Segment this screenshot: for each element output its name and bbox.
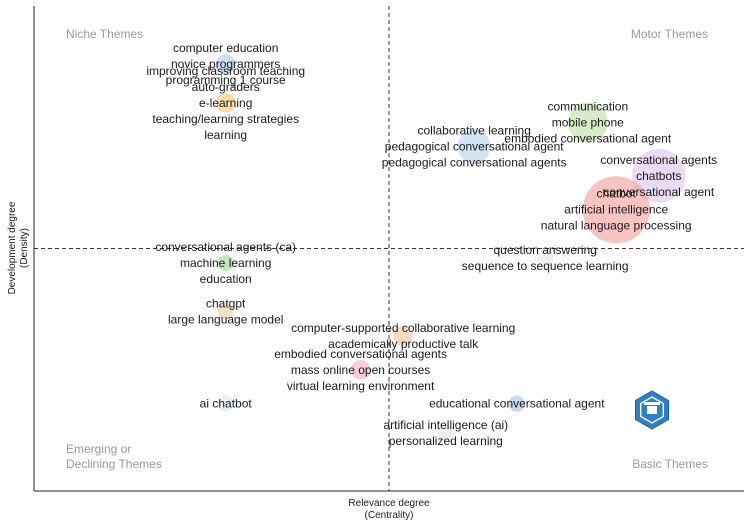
cluster-label: natural language processing — [541, 219, 692, 233]
cluster-label: educational conversational agent — [429, 397, 605, 411]
cluster-label: programming 1 course — [166, 73, 286, 87]
x-axis-title: Relevance degree — [348, 498, 430, 509]
cluster-label: education — [200, 272, 252, 286]
bubbles-layer — [215, 54, 686, 441]
cluster-label: personalized learning — [389, 434, 503, 448]
y-axis-title: Development degree — [7, 201, 18, 294]
cluster-label: conversational agent — [603, 185, 714, 199]
cluster-label: pedagogical conversational agents — [382, 156, 567, 170]
cluster-bubble — [632, 148, 686, 203]
cluster-label: pedagogical conversational agent — [385, 140, 564, 154]
cluster-bubble — [393, 326, 414, 346]
cluster-bubble — [508, 395, 525, 412]
cluster-bubble — [217, 395, 234, 412]
cluster-bubble — [217, 254, 234, 272]
cluster-label: computer-supported collaborative learnin… — [291, 321, 515, 335]
cluster-label: chatgpt — [206, 297, 246, 311]
cluster-label: computer education — [173, 41, 278, 55]
cluster-label: teaching/learning strategies — [152, 112, 299, 126]
cluster-label: sequence to sequence learning — [462, 259, 629, 273]
cluster-label: learning — [204, 128, 247, 142]
quadrant-label-basic: Basic Themes — [632, 457, 708, 471]
cluster-label: large language model — [168, 313, 283, 327]
cluster-bubble — [350, 359, 371, 380]
cluster-bubble — [215, 93, 236, 113]
cluster-label: chatbots — [636, 169, 681, 183]
cluster-bubble — [582, 176, 650, 244]
cluster-label: conversational agents — [600, 153, 717, 167]
cluster-bubble — [567, 102, 608, 143]
cluster-label: improving classroom teaching — [146, 64, 305, 78]
quadrant-label-emerging-line2: Declining Themes — [66, 457, 162, 471]
labels-layer: computer education novice programmers prog… — [146, 41, 717, 448]
cluster-label: novice programmers — [171, 57, 280, 71]
logo-icon — [635, 390, 669, 430]
cluster-bubble — [457, 130, 491, 164]
cluster-label: academically productive talk — [328, 337, 479, 351]
cluster-label: collaborative learning — [417, 124, 530, 138]
cluster-label: chatbot — [597, 187, 637, 201]
cluster-label: artificial intelligence — [564, 203, 668, 217]
cluster-label: mass online open courses — [291, 363, 430, 377]
cluster-label: conversational agents (ca) — [155, 240, 296, 254]
cluster-label: mobile phone — [552, 115, 624, 129]
cluster-label: artificial intelligence (ai) — [383, 418, 508, 432]
cluster-label: auto-graders — [192, 80, 260, 94]
cluster-bubble — [215, 54, 236, 74]
cluster-label: embodied conversational agents — [274, 347, 447, 361]
cluster-label: e-learning — [199, 96, 252, 110]
cluster-bubble — [537, 250, 554, 267]
cluster-label: ai chatbot — [200, 397, 253, 411]
cluster-label: communication — [547, 99, 628, 113]
quadrant-label-niche: Niche Themes — [66, 27, 143, 41]
quadrant-label-emerging-line1: Emerging or — [66, 442, 131, 456]
cluster-bubble — [437, 424, 454, 441]
quadrant-label-motor: Motor Themes — [631, 27, 708, 41]
cluster-label: question answering — [493, 243, 596, 257]
cluster-label: machine learning — [180, 256, 271, 270]
cluster-label: embodied conversational agent — [504, 131, 671, 145]
y-axis-subtitle: (Density) — [19, 228, 30, 268]
cluster-bubble — [217, 303, 234, 320]
cluster-label: virtual learning environment — [287, 379, 435, 393]
x-axis-subtitle: (Centrality) — [365, 510, 414, 521]
